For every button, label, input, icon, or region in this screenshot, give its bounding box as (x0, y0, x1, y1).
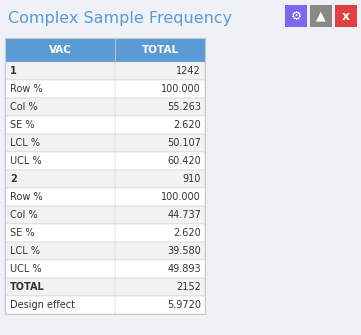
Text: Row %: Row % (10, 192, 43, 202)
Text: 60.420: 60.420 (167, 156, 201, 166)
Text: 100.000: 100.000 (161, 84, 201, 94)
Text: TOTAL: TOTAL (142, 45, 179, 55)
FancyBboxPatch shape (5, 188, 205, 206)
Text: 5.9720: 5.9720 (167, 300, 201, 310)
FancyBboxPatch shape (5, 206, 205, 224)
FancyBboxPatch shape (5, 80, 205, 98)
Text: Design effect: Design effect (10, 300, 75, 310)
Text: Col %: Col % (10, 210, 38, 220)
Text: x: x (342, 9, 350, 22)
FancyBboxPatch shape (310, 5, 332, 27)
Text: ▲: ▲ (316, 9, 326, 22)
Text: 100.000: 100.000 (161, 192, 201, 202)
Text: 49.893: 49.893 (168, 264, 201, 274)
Text: LCL %: LCL % (10, 246, 40, 256)
Text: 44.737: 44.737 (167, 210, 201, 220)
Text: Row %: Row % (10, 84, 43, 94)
FancyBboxPatch shape (5, 170, 205, 188)
Text: LCL %: LCL % (10, 138, 40, 148)
Text: UCL %: UCL % (10, 156, 42, 166)
Text: 50.107: 50.107 (167, 138, 201, 148)
FancyBboxPatch shape (5, 116, 205, 134)
FancyBboxPatch shape (5, 98, 205, 116)
FancyBboxPatch shape (5, 278, 205, 296)
FancyBboxPatch shape (5, 38, 205, 62)
Text: 910: 910 (183, 174, 201, 184)
Text: 55.263: 55.263 (167, 102, 201, 112)
Text: 1: 1 (10, 66, 17, 76)
FancyBboxPatch shape (5, 260, 205, 278)
Text: TOTAL: TOTAL (10, 282, 45, 292)
Text: 2152: 2152 (176, 282, 201, 292)
FancyBboxPatch shape (285, 5, 307, 27)
FancyBboxPatch shape (5, 296, 205, 314)
Text: 2.620: 2.620 (173, 120, 201, 130)
Text: SE %: SE % (10, 228, 35, 238)
Text: 2.620: 2.620 (173, 228, 201, 238)
FancyBboxPatch shape (5, 224, 205, 242)
Text: 1242: 1242 (176, 66, 201, 76)
Text: Col %: Col % (10, 102, 38, 112)
FancyBboxPatch shape (335, 5, 357, 27)
Text: Complex Sample Frequency: Complex Sample Frequency (8, 10, 232, 25)
Text: 39.580: 39.580 (167, 246, 201, 256)
FancyBboxPatch shape (5, 134, 205, 152)
FancyBboxPatch shape (5, 152, 205, 170)
FancyBboxPatch shape (5, 62, 205, 80)
FancyBboxPatch shape (5, 242, 205, 260)
Text: SE %: SE % (10, 120, 35, 130)
Text: 2: 2 (10, 174, 17, 184)
Text: UCL %: UCL % (10, 264, 42, 274)
Text: VAC: VAC (49, 45, 71, 55)
Text: ⚙: ⚙ (290, 9, 302, 22)
